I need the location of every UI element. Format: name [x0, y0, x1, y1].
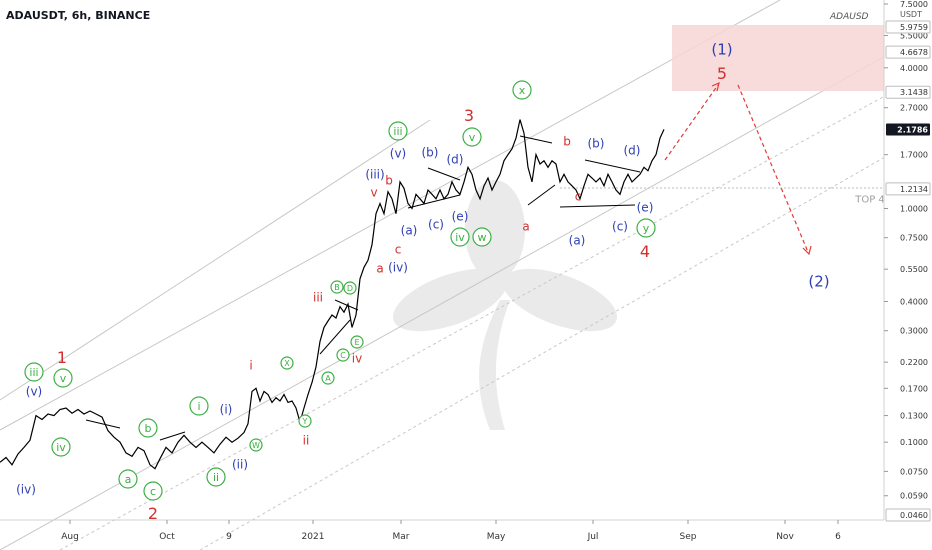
wave-label: w — [478, 231, 487, 244]
wave-label: TOP 4 — [854, 195, 885, 206]
wave-label: Y — [302, 417, 308, 426]
wave-label: 3 — [464, 106, 474, 125]
wave-label: iii — [313, 290, 323, 304]
wave-label: (2) — [808, 272, 829, 290]
time-tick-label: 2021 — [302, 532, 325, 542]
price-tick-label: 0.7500 — [900, 234, 928, 243]
wave-label: (i) — [220, 402, 233, 416]
wave-label: ii — [213, 471, 219, 484]
wave-label: y — [643, 222, 650, 235]
price-tick-label: 0.4000 — [900, 297, 928, 306]
wave-label: (b) — [422, 145, 439, 159]
price-tick-label: 7.5000 — [900, 0, 928, 9]
price-tick-label: 0.1000 — [900, 438, 928, 447]
wave-label: (e) — [637, 200, 654, 214]
price-tick-label: 1.0000 — [900, 204, 928, 213]
price-tick-label: 1.7000 — [900, 151, 928, 160]
price-badge-label: 0.0460 — [900, 511, 928, 520]
price-tick-label: 0.0590 — [900, 492, 928, 501]
wave-label: (a) — [569, 233, 586, 247]
wave-label: X — [284, 359, 290, 368]
wave-label: (d) — [447, 152, 464, 166]
wave-label: c — [150, 485, 156, 498]
wave-label: (a) — [401, 223, 418, 237]
watermark-symbol: ADAUSD — [829, 12, 869, 22]
wave-label: v — [60, 372, 67, 385]
wave-label: (1) — [711, 40, 732, 58]
time-tick-label: Sep — [680, 532, 697, 542]
wave-label: iv — [56, 441, 66, 454]
wave-label: iv — [455, 231, 465, 244]
wave-label: a — [125, 473, 132, 486]
wave-label: 4 — [640, 242, 650, 261]
wave-label: (c) — [428, 217, 444, 231]
wave-label: iii — [393, 125, 402, 138]
price-tick-label: 0.1300 — [900, 412, 928, 421]
time-tick-label: Jul — [587, 532, 599, 542]
price-tick-label: 2.7000 — [900, 104, 928, 113]
wave-label: ii — [303, 433, 310, 447]
wave-label: v — [370, 185, 377, 199]
price-badge-label: 2.1786 — [897, 125, 928, 134]
price-tick-label: 0.1700 — [900, 384, 928, 393]
wave-label: iv — [352, 351, 362, 365]
wave-label: D — [347, 284, 353, 293]
price-badge-label: 4.6678 — [900, 48, 928, 57]
price-badge-label: 5.9759 — [900, 23, 928, 32]
wave-label: (iv) — [388, 260, 408, 274]
price-badge-label: 3.1438 — [900, 88, 928, 97]
wave-label: b — [563, 134, 571, 148]
price-tick-label: 0.0750 — [900, 467, 928, 476]
time-tick-label: Aug — [61, 532, 79, 542]
wave-label: (d) — [624, 143, 641, 157]
time-tick-label: Oct — [159, 532, 175, 542]
time-tick-label: 9 — [226, 532, 232, 542]
time-tick-label: Mar — [393, 532, 410, 542]
wave-label: a — [522, 219, 529, 233]
wave-label: (v) — [26, 384, 42, 398]
wave-label: v — [469, 131, 476, 144]
wave-label: B — [334, 283, 340, 292]
time-tick-label: 6 — [835, 532, 841, 542]
wave-label: a — [376, 261, 383, 275]
wave-label: (iii) — [365, 167, 384, 181]
wave-label: 1 — [57, 348, 67, 367]
wave-label: E — [354, 338, 359, 347]
price-badge-label: 1.2134 — [900, 185, 928, 194]
wave-label: (e) — [452, 209, 469, 223]
chart-title: ADAUSDT, 6h, BINANCE — [6, 9, 150, 22]
wave-label: (v) — [390, 146, 406, 160]
target-zone — [672, 25, 884, 91]
wave-label: i — [197, 400, 200, 413]
wave-label: x — [519, 84, 526, 97]
wave-label: (c) — [612, 219, 628, 233]
wave-label: b — [385, 173, 393, 187]
wave-label: (b) — [588, 136, 605, 150]
wave-label: (iv) — [16, 482, 36, 496]
wave-label: C — [340, 351, 346, 360]
time-tick-label: May — [487, 532, 506, 542]
wave-label: 5 — [717, 64, 727, 83]
wave-label: (ii) — [232, 457, 248, 471]
wave-label: iii — [29, 366, 38, 379]
wave-label: A — [325, 374, 331, 383]
wave-label: W — [252, 441, 260, 450]
wave-label: c — [575, 189, 582, 203]
wave-label: i — [249, 358, 252, 372]
time-tick-label: Nov — [776, 532, 794, 542]
currency-label: USDT — [900, 10, 922, 19]
price-tick-label: 0.3000 — [900, 327, 928, 336]
wave-label: c — [395, 242, 402, 256]
price-tick-label: 4.0000 — [900, 64, 928, 73]
price-tick-label: 0.5500 — [900, 265, 928, 274]
price-tick-label: 0.2200 — [900, 358, 928, 367]
wave-label: b — [145, 422, 152, 435]
